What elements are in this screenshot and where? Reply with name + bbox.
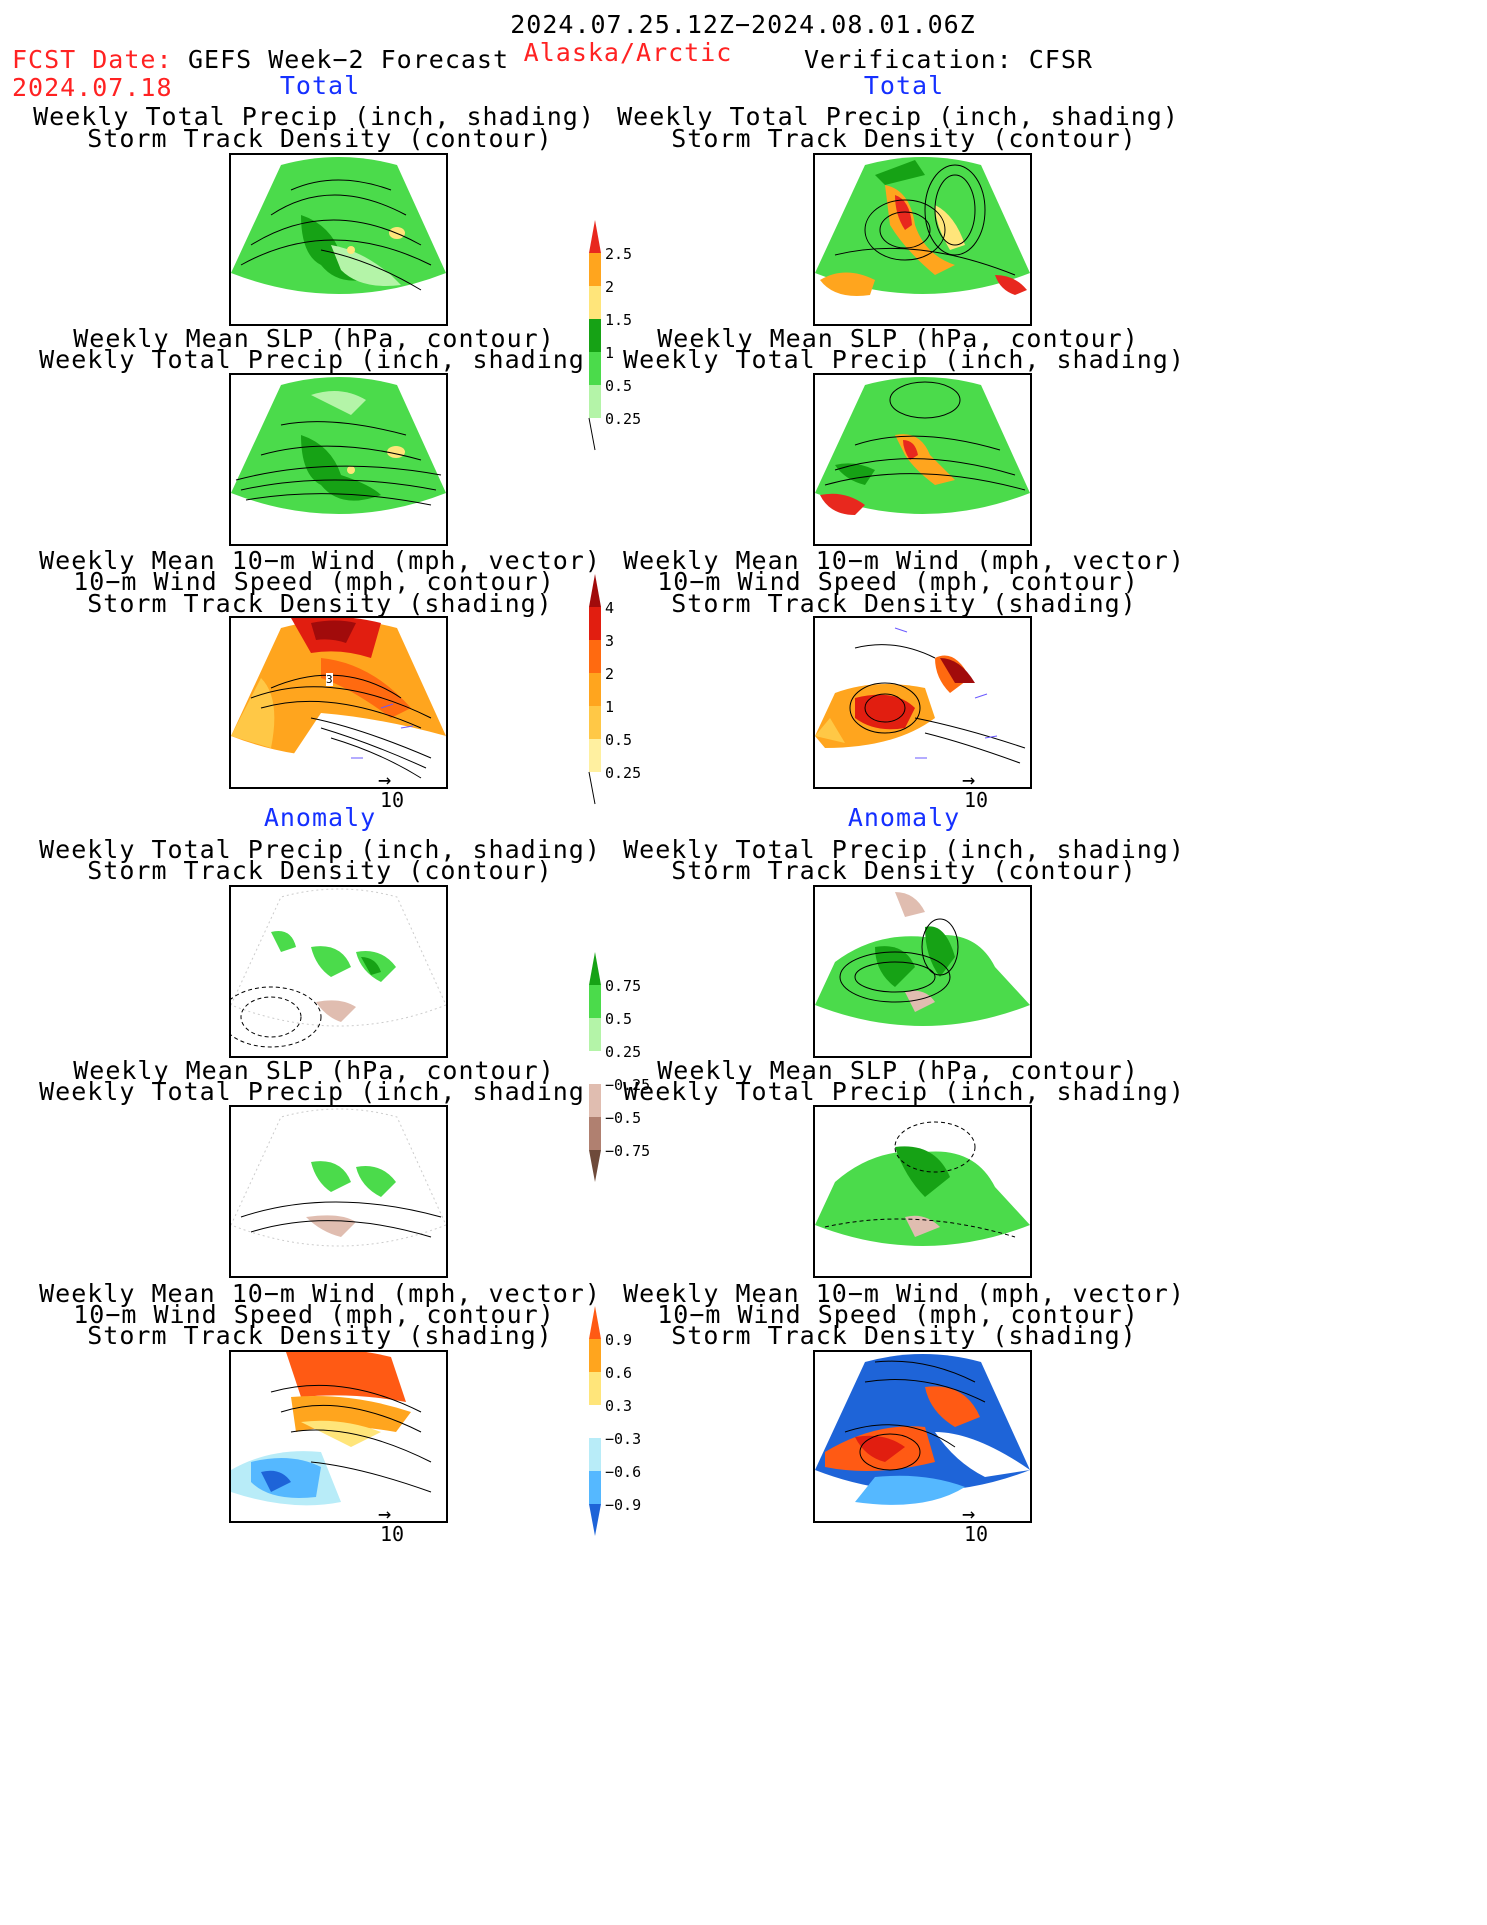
cb4-l0: 0.9 [605,1331,633,1349]
title-r2-b: Weekly Total Precip (inch, shading) [623,345,1185,374]
period-title: 2024.07.25.12Z−2024.08.01.06Z [510,10,976,39]
section-total-right: Total [863,71,945,100]
verification-label: Verification: CFSR [804,45,1093,74]
cb2-l5: 0.25 [605,764,642,782]
cb2-l0: 4 [605,599,615,617]
map-anom-wind-track-verification [813,1350,1032,1523]
cb3-l1: 0.5 [605,1010,633,1028]
map-total-slp-precip-forecast [229,373,448,546]
vector-ref-arrow-r2: → [962,1502,976,1527]
cb4-l4: −0.6 [605,1463,642,1481]
cb1-l5: 0.25 [605,410,642,428]
vector-ref-arrow-r1: → [962,768,976,793]
title-l6-a: Weekly Mean 10−m Wind (mph, vector) [39,1279,601,1308]
cb3-l5: −0.75 [605,1142,651,1160]
cb1-l4: 0.5 [605,377,633,395]
title-r1-b: Storm Track Density (contour) [671,124,1137,153]
colorbar-precip-total: 2.5 2 1.5 1 0.5 0.25 [585,220,641,456]
title-l3-a: Weekly Mean 10−m Wind (mph, vector) [39,546,601,575]
title-r2-a: Weekly Mean SLP (hPa, contour) [657,324,1139,353]
title-r5-a: Weekly Mean SLP (hPa, contour) [657,1056,1139,1085]
title-l3-c: Storm Track Density (shading) [87,589,553,618]
title-l6-b: 10−m Wind Speed (mph, contour) [73,1300,555,1329]
cb3-l4: −0.5 [605,1109,642,1127]
title-l5-b: Weekly Total Precip (inch, shading) [39,1077,601,1106]
title-l2-b: Weekly Total Precip (inch, shading) [39,345,601,374]
map-total-slp-precip-verification [813,373,1032,546]
map-anom-slp-precip-forecast [229,1105,448,1278]
section-anomaly-right: Anomaly [847,803,961,832]
map-anom-precip-track-verification [813,885,1032,1058]
vector-ref-arrow-l2: → [378,1502,392,1527]
map-total-wind-track-verification [813,616,1032,789]
title-r3-b: 10−m Wind Speed (mph, contour) [657,567,1139,596]
title-r3-c: Storm Track Density (shading) [671,589,1137,618]
title-r6-a: Weekly Mean 10−m Wind (mph, vector) [623,1279,1185,1308]
colorbar-track-anom: 0.9 0.6 0.3 −0.3 −0.6 −0.9 [585,1306,641,1542]
title-r5-b: Weekly Total Precip (inch, shading) [623,1077,1185,1106]
title-r4-a: Weekly Total Precip (inch, shading) [623,835,1185,864]
title-r6-b: 10−m Wind Speed (mph, contour) [657,1300,1139,1329]
map-total-wind-track-forecast: 3 [229,616,448,789]
vector-ref-label-r1: 10 [964,788,989,812]
cb3-l0: 0.75 [605,977,642,995]
cb1-l1: 2 [605,278,615,296]
title-l4-a: Weekly Total Precip (inch, shading) [39,835,601,864]
cb1-l3: 1 [605,344,615,362]
title-l3-b: 10−m Wind Speed (mph, contour) [73,567,555,596]
map-total-precip-track-forecast [229,153,448,326]
cb1-l0: 2.5 [605,245,633,263]
map-anom-slp-precip-verification [813,1105,1032,1278]
vector-ref-label-r2: 10 [964,1522,989,1546]
cb3-l3: −0.25 [605,1076,651,1094]
section-total-left: Total [279,71,361,100]
region-title: Alaska/Arctic [523,38,733,67]
fcst-date-value: 2024.07.18 [12,73,173,102]
title-l1-b: Storm Track Density (contour) [87,124,553,153]
colorbar-track-total: 4 3 2 1 0.5 0.25 [585,574,641,810]
cb4-l3: −0.3 [605,1430,642,1448]
title-l6-c: Storm Track Density (shading) [87,1321,553,1350]
title-l1-a: Weekly Total Precip (inch, shading) [33,102,595,131]
vector-ref-label-l2: 10 [380,1522,405,1546]
map-total-precip-track-verification [813,153,1032,326]
map-anom-wind-track-forecast [229,1350,448,1523]
cb4-l1: 0.6 [605,1364,633,1382]
cb2-l1: 3 [605,632,615,650]
title-l4-b: Storm Track Density (contour) [87,856,553,885]
cb2-l4: 0.5 [605,731,633,749]
product-title: GEFS Week−2 Forecast [188,45,510,74]
cb4-l5: −0.9 [605,1496,642,1514]
title-l2-a: Weekly Mean SLP (hPa, contour) [73,324,555,353]
section-anomaly-left: Anomaly [263,803,377,832]
vector-ref-label-l1: 10 [380,788,405,812]
colorbar-precip-anom: 0.75 0.5 0.25 −0.25 −0.5 −0.75 [585,952,650,1188]
cb1-l2: 1.5 [605,311,633,329]
vector-ref-arrow-l1: → [378,768,392,793]
cb4-l2: 0.3 [605,1397,633,1415]
title-r3-a: Weekly Mean 10−m Wind (mph, vector) [623,546,1185,575]
title-r6-c: Storm Track Density (shading) [671,1321,1137,1350]
fcst-date-label: FCST Date: [12,45,173,74]
title-l5-a: Weekly Mean SLP (hPa, contour) [73,1056,555,1085]
cb2-l2: 2 [605,665,615,683]
contour-label: 3 [326,673,333,686]
title-r4-b: Storm Track Density (contour) [671,856,1137,885]
title-r1-a: Weekly Total Precip (inch, shading) [617,102,1179,131]
map-anom-precip-track-forecast [229,885,448,1058]
cb3-l2: 0.25 [605,1043,642,1061]
cb2-l3: 1 [605,698,615,716]
